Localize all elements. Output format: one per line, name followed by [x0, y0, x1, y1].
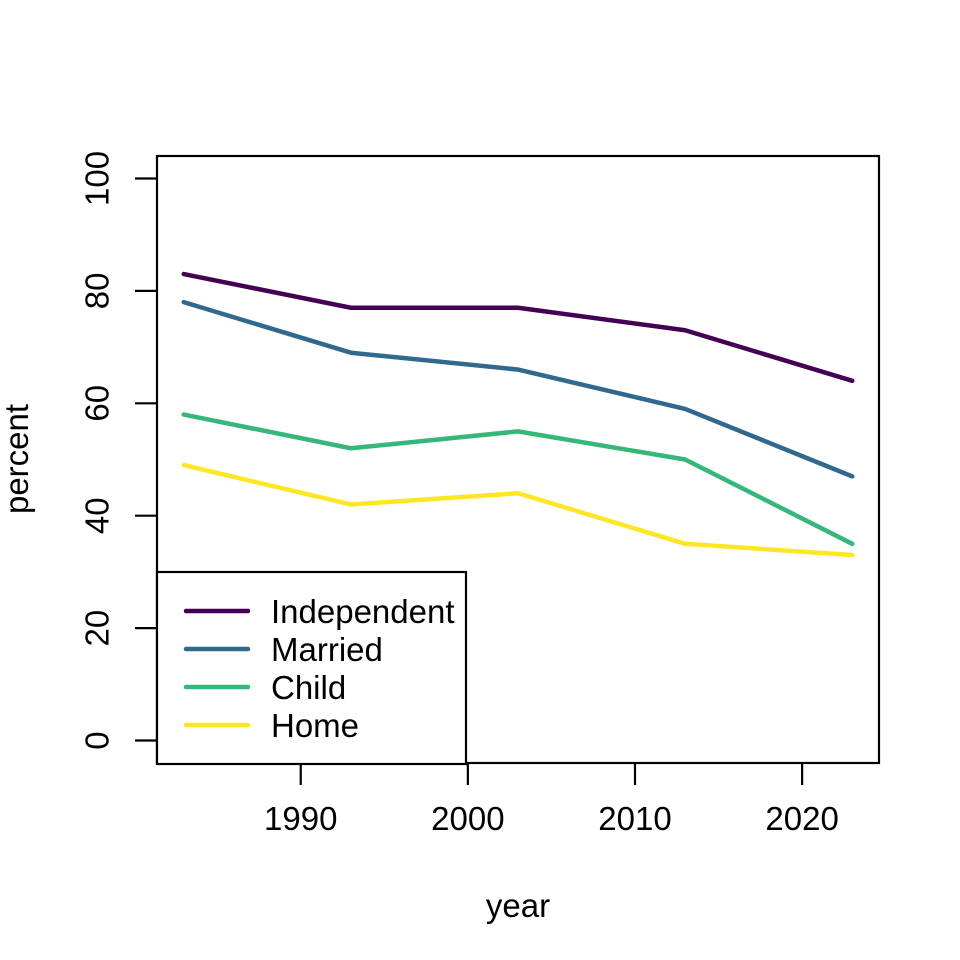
x-axis-title: year: [486, 887, 550, 924]
y-axis: 0 20 40 60 80 100: [79, 151, 157, 750]
x-tick-label: 2020: [765, 800, 838, 837]
plot-box: [155, 154, 881, 765]
plot-border: [155, 154, 881, 765]
y-tick-label: 40: [79, 497, 116, 534]
y-tick-label: 100: [79, 151, 116, 206]
legend-box: [155, 570, 468, 766]
y-tick-label: 80: [79, 273, 116, 310]
y-tick-label: 20: [79, 610, 116, 647]
x-axis: 1990 2000 2010 2020: [264, 763, 839, 837]
x-tick-label: 1990: [264, 800, 337, 837]
x-tick-label: 2000: [431, 800, 504, 837]
series-line-married: [181, 299, 855, 479]
y-axis-title: percent: [0, 404, 35, 514]
series-line-child: [181, 412, 855, 547]
series-line-home: [181, 462, 855, 558]
legend-label-independent: Independent: [271, 593, 455, 630]
x-tick-label: 2010: [598, 800, 671, 837]
legend-label-married: Married: [271, 631, 383, 668]
legend-label-home: Home: [271, 707, 359, 744]
legend-label-child: Child: [271, 669, 346, 706]
series-line-independent: [181, 271, 855, 384]
data-series: [181, 271, 855, 558]
y-tick-label: 60: [79, 385, 116, 422]
y-tick-label: 0: [79, 731, 116, 749]
